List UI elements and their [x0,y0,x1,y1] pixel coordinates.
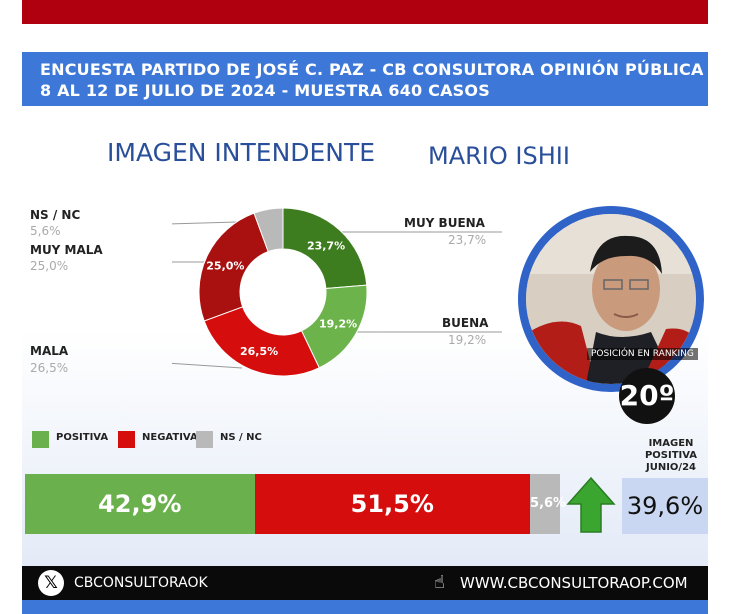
label-mala: MALA [30,344,69,358]
imagen-positiva-title: IMAGEN POSITIVA JUNIO/24 [634,438,708,474]
header-line-1: ENCUESTA PARTIDO DE JOSÉ C. PAZ - CB CON… [40,60,704,79]
label-ns-nc: NS / NC [30,208,81,222]
slice-muy-buena [282,207,368,290]
slice-muy-buena-label: 23,7% [307,239,345,252]
survey-header: ENCUESTA PARTIDO DE JOSÉ C. PAZ - CB CON… [22,52,708,106]
label-buena: BUENA [442,316,489,330]
slice-mala-label: 26,5% [240,345,278,358]
value-muy-mala: 25,0% [30,259,69,273]
legend-swatch-positiva [32,431,49,448]
twitter-handle[interactable]: CBCONSULTORAOK [74,575,208,591]
footer: 𝕏 CBCONSULTORAOK ☝ WWW.CBCONSULTORAOP.CO… [22,566,708,600]
legend-swatch-negativa [118,431,135,448]
bar-segment-negativa: 51,5% [254,474,531,534]
imagen-positiva-line-2: POSITIVA [644,450,698,461]
bar-segment-positiva: 42,9% [25,474,255,534]
imagen-positiva-line-3: JUNIO/24 [646,462,696,473]
slice-muy-mala-label: 25,0% [206,259,244,272]
pointer-hand-icon: ☝ [434,572,445,593]
up-arrow-icon [566,476,616,533]
value-muy-buena: 23,7% [448,233,487,247]
label-muy-mala: MUY MALA [30,243,103,257]
imagen-positiva-value: 39,6% [622,478,708,534]
slice-mala [203,306,320,377]
infographic-card: ENCUESTA PARTIDO DE JOSÉ C. PAZ - CB CON… [22,0,708,614]
label-muy-buena: MUY BUENA [404,216,485,230]
top-bar [22,0,708,24]
value-buena: 19,2% [448,333,487,347]
ranking-label: POSICIÓN EN RANKING [587,348,698,360]
chart-title: IMAGEN INTENDENTE [107,138,376,167]
bar-segment-ns-nc: 5,6% [530,474,566,534]
legend-negativa: NEGATIVA [142,432,198,443]
mayor-photo [518,206,704,392]
x-twitter-icon[interactable]: 𝕏 [38,570,64,596]
bottom-bar [22,600,708,614]
stacked-bar: 42,9% 51,5% 5,6% [25,474,566,534]
imagen-positiva-line-1: IMAGEN [648,438,694,449]
slice-buena-label: 19,2% [319,318,357,331]
website-link[interactable]: WWW.CBCONSULTORAOP.COM [460,574,688,592]
slice-muy-mala [198,212,269,322]
value-ns-nc: 5,6% [30,224,61,238]
ranking-badge: 20º [619,368,675,424]
legend-positiva: POSITIVA [56,432,109,443]
header-line-2: 8 AL 12 DE JULIO DE 2024 - MUESTRA 640 C… [40,81,490,100]
donut-chart: 23,7% 19,2% 26,5% 25,0% [172,207,502,377]
value-mala: 26,5% [30,361,69,375]
legend-swatch-ns-nc [196,431,213,448]
legend-ns-nc: NS / NC [220,432,262,443]
slice-ns-nc [253,207,284,253]
mayor-name: MARIO ISHII [428,142,570,170]
